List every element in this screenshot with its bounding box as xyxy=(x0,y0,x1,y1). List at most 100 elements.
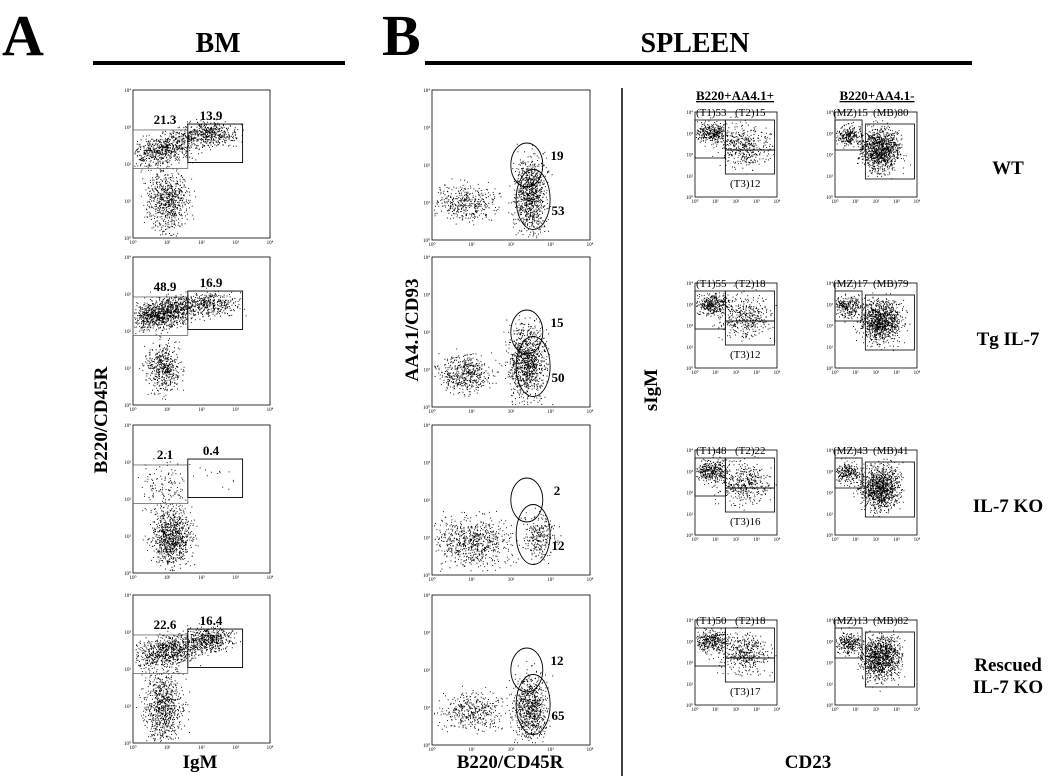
y-tick-label: 10² xyxy=(687,324,694,330)
plot-frame xyxy=(431,89,591,241)
gate xyxy=(510,142,544,188)
x-tick-label: 10⁰ xyxy=(428,409,435,415)
y-tick-label: 10¹ xyxy=(827,345,834,351)
gate-value: (MB)80 xyxy=(873,107,909,119)
x-tick-label: 10⁰ xyxy=(129,575,136,581)
y-tick-label: 10⁴ xyxy=(124,593,131,599)
gate-value: 16.9 xyxy=(200,275,223,290)
y-tick-label: 10⁰ xyxy=(124,571,131,577)
x-tick-label: 10⁴ xyxy=(914,707,921,713)
y-tick-label: 10⁰ xyxy=(423,743,430,749)
x-tick-label: 10⁴ xyxy=(774,537,781,543)
gate-value: (MZ)15 xyxy=(833,107,868,119)
x-tick-label: 10⁴ xyxy=(914,370,921,376)
x-tick-label: 10¹ xyxy=(468,409,475,415)
y-tick-label: 10² xyxy=(125,162,132,168)
gate xyxy=(834,627,863,659)
x-tick-label: 10¹ xyxy=(164,407,171,413)
x-tick-label: 10⁰ xyxy=(831,199,838,205)
x-tick-label: 10⁴ xyxy=(914,199,921,205)
plot-frame xyxy=(431,424,591,576)
x-tick-label: 10² xyxy=(873,707,880,713)
y-tick-label: 10⁰ xyxy=(826,703,833,709)
plot-frame xyxy=(834,619,918,706)
y-tick-label: 10³ xyxy=(687,469,694,475)
y-tick-label: 10⁰ xyxy=(686,533,693,539)
event-dots xyxy=(137,453,235,572)
gate-value: (MZ)43 xyxy=(833,445,868,457)
x-tick-label: 10¹ xyxy=(852,537,859,543)
y-tick-label: 10³ xyxy=(424,631,431,637)
gate-value: (MB)79 xyxy=(873,278,909,290)
y-tick-label: 10⁴ xyxy=(124,255,131,261)
y-tick-label: 10⁰ xyxy=(124,403,131,409)
x-tick-label: 10³ xyxy=(753,537,760,543)
y-tick-label: 10¹ xyxy=(687,174,694,180)
x-tick-label: 10¹ xyxy=(468,242,475,248)
x-tick-label: 10⁴ xyxy=(587,242,594,248)
y-tick-label: 10⁰ xyxy=(826,195,833,201)
row-label: Rescued xyxy=(974,655,1042,676)
x-tick-label: 10⁰ xyxy=(428,577,435,583)
event-dots xyxy=(134,117,244,237)
event-dots xyxy=(835,120,911,180)
y-tick-label: 10² xyxy=(827,324,834,330)
x-tick-label: 10⁰ xyxy=(691,199,698,205)
x-tick-label: 10⁰ xyxy=(691,370,698,376)
y-tick-label: 10⁴ xyxy=(686,448,693,454)
gate xyxy=(515,504,551,565)
x-tick-label: 10³ xyxy=(233,745,240,751)
event-dots xyxy=(434,315,554,406)
x-tick-label: 10¹ xyxy=(468,577,475,583)
x-tick-label: 10⁰ xyxy=(428,747,435,753)
x-tick-label: 10⁴ xyxy=(267,745,274,751)
x-tick-label: 10³ xyxy=(753,707,760,713)
gate xyxy=(834,290,863,322)
x-tick-label: 10¹ xyxy=(712,537,719,543)
panel-title: BM xyxy=(195,28,240,59)
y-tick-label: 10⁴ xyxy=(826,448,833,454)
gate-value: (MZ)13 xyxy=(833,615,868,627)
gate-value: (T3)12 xyxy=(730,349,761,361)
x-tick-label: 10⁴ xyxy=(774,370,781,376)
x-tick-label: 10⁴ xyxy=(587,747,594,753)
y-tick-label: 10⁴ xyxy=(423,88,430,94)
gate-value: 2.1 xyxy=(157,447,173,462)
event-dots xyxy=(696,626,777,677)
x-tick-label: 10⁰ xyxy=(428,242,435,248)
event-dots xyxy=(696,285,777,342)
y-tick-label: 10³ xyxy=(687,131,694,137)
gate xyxy=(510,647,544,693)
x-tick-label: 10² xyxy=(873,537,880,543)
x-axis-label: IgM xyxy=(183,752,218,773)
x-tick-label: 10⁴ xyxy=(267,575,274,581)
gate xyxy=(724,149,775,175)
gate-value: 12 xyxy=(551,653,564,668)
x-tick-label: 10⁰ xyxy=(691,537,698,543)
row-label: WT xyxy=(992,158,1024,179)
row-label: IL-7 KO xyxy=(973,677,1043,698)
gate-value: (T1)50 xyxy=(696,615,727,627)
event-dots xyxy=(434,143,553,239)
gate-value: (T3)16 xyxy=(730,516,761,528)
gate xyxy=(724,657,775,683)
x-tick-label: 10¹ xyxy=(468,747,475,753)
x-tick-label: 10² xyxy=(733,537,740,543)
y-tick-label: 10² xyxy=(827,661,834,667)
gate xyxy=(515,336,551,397)
y-tick-label: 10² xyxy=(827,491,834,497)
y-tick-label: 10³ xyxy=(424,126,431,132)
gate xyxy=(510,477,544,523)
event-dots xyxy=(135,623,241,742)
row-label: Tg IL-7 xyxy=(977,329,1040,350)
y-tick-label: 10⁴ xyxy=(826,618,833,624)
x-tick-label: 10⁴ xyxy=(774,199,781,205)
gate xyxy=(187,458,244,498)
y-tick-label: 10³ xyxy=(827,469,834,475)
y-tick-label: 10² xyxy=(125,329,132,335)
y-tick-label: 10² xyxy=(424,163,431,169)
y-tick-label: 10³ xyxy=(125,125,132,131)
gate-value: (T1)55 xyxy=(696,278,727,290)
y-tick-label: 10⁴ xyxy=(423,593,430,599)
